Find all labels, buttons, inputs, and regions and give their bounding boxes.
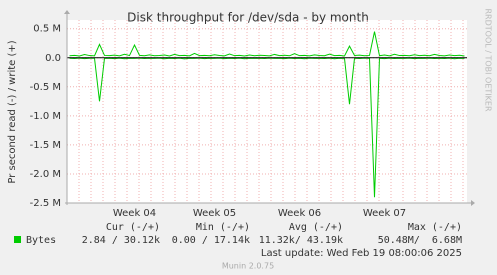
- legend-cell: 0.00 / 17.14k: [172, 235, 250, 246]
- x-tick-label: Week 06: [278, 208, 321, 219]
- y-tick-label: 0.0: [45, 53, 61, 64]
- y-tick-label: -2.5 M: [30, 198, 61, 209]
- plot-area: [67, 20, 467, 203]
- chart-title: Disk throughput for /dev/sda - by month: [127, 11, 369, 25]
- x-tick-label: Week 07: [363, 208, 406, 219]
- legend-header: Min (-/+): [196, 222, 250, 233]
- data-line: [69, 31, 465, 57]
- y-arrow: [64, 10, 70, 14]
- legend-cell: 2.84 / 30.12k: [82, 235, 160, 246]
- legend-header: Avg (-/+): [289, 222, 343, 233]
- legend-header: Max (-/+): [408, 222, 462, 233]
- legend-label: Bytes: [26, 235, 56, 246]
- x-tick-label: Week 04: [113, 208, 156, 219]
- y-tick-label: -2.0 M: [30, 169, 61, 180]
- legend-swatch: [14, 236, 21, 243]
- y-axis-label: Pr second read (-) / write (+): [7, 40, 18, 183]
- y-tick-label: 0.5 M: [33, 24, 61, 35]
- y-tick-label: -0.5 M: [30, 82, 61, 93]
- x-arrow: [471, 200, 475, 206]
- last-update: Last update: Wed Feb 19 08:00:06 2025: [261, 248, 462, 259]
- legend-header: Cur (-/+): [106, 222, 160, 233]
- watermark: RRDTOOL / TOBI OETIKER: [484, 8, 493, 111]
- legend-cell: 11.32k/ 43.19k: [259, 235, 343, 246]
- x-tick-label: Week 05: [193, 208, 236, 219]
- y-tick-label: -1.0 M: [30, 111, 61, 122]
- footer: Munin 2.0.75: [222, 262, 274, 271]
- y-tick-label: -1.5 M: [30, 140, 61, 151]
- data-line: [69, 57, 465, 198]
- legend-cell: 50.48M/ 6.68M: [378, 235, 462, 246]
